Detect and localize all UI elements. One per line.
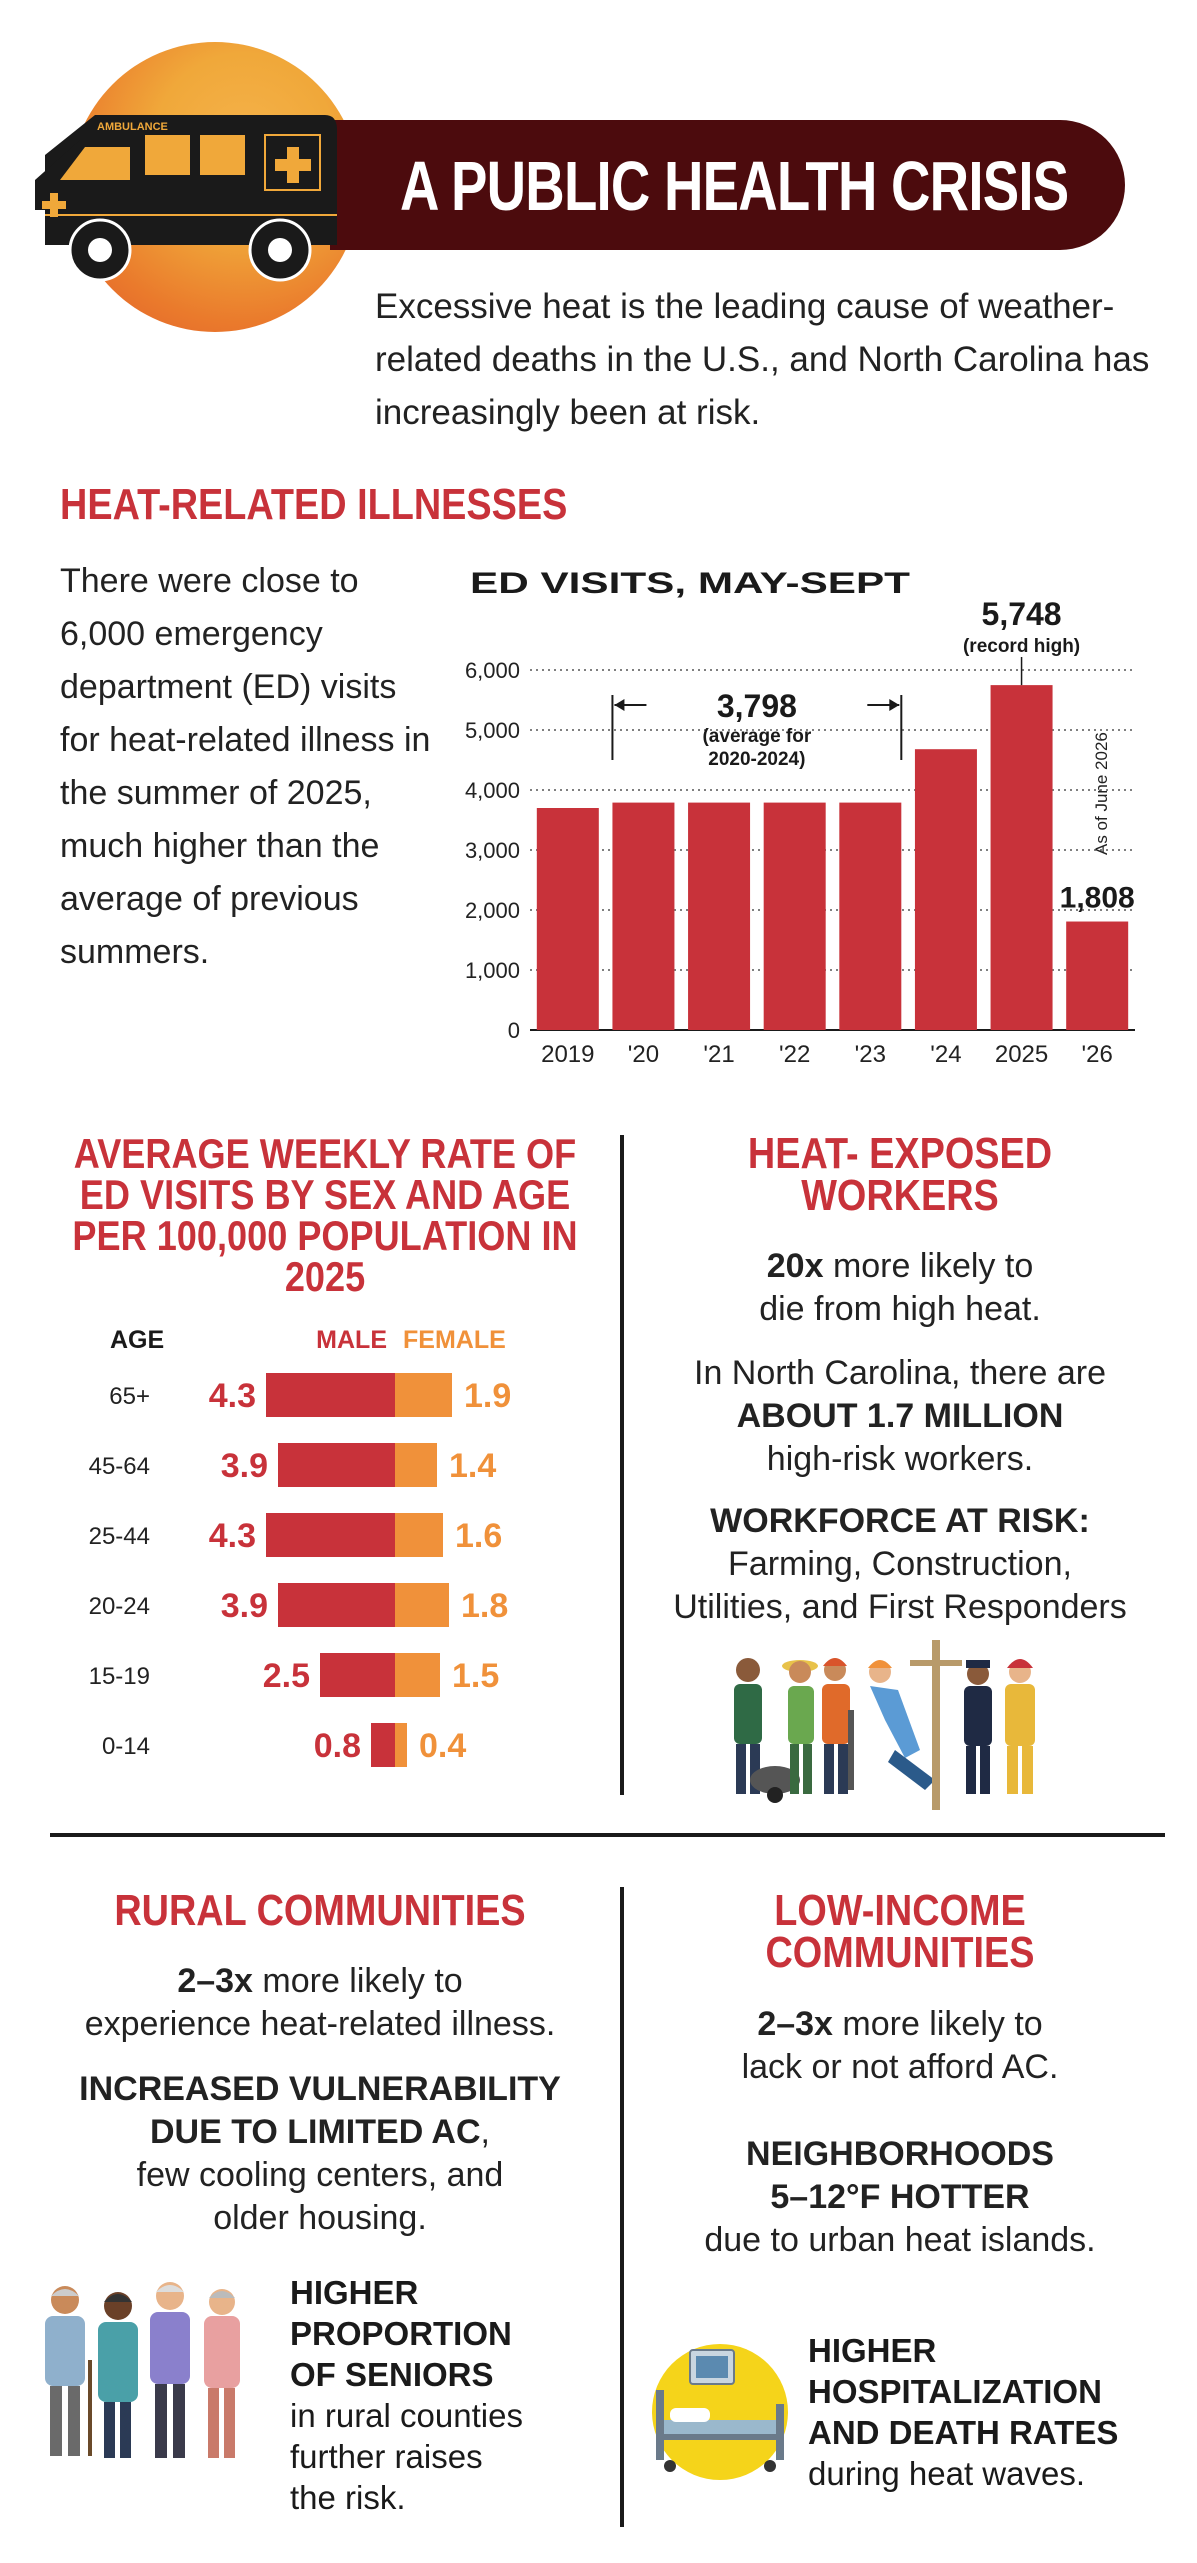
title-banner: A PUBLIC HEALTH CRISIS xyxy=(330,120,1125,250)
x-tick-label: '22 xyxy=(779,1041,810,1068)
y-tick-label: 5,000 xyxy=(465,718,520,743)
workers-illustration xyxy=(734,1640,1035,1810)
legend-female: FEMALE xyxy=(403,1326,506,1354)
age-label-25-44: 25-44 xyxy=(89,1523,150,1550)
male-value-20-24: 3.9 xyxy=(221,1587,268,1625)
record-caption: (record high) xyxy=(963,636,1080,657)
y-tick-label: 0 xyxy=(508,1018,520,1043)
ambulance-icon: AMBULANCE xyxy=(35,115,337,282)
y-tick-label: 4,000 xyxy=(465,778,520,803)
age-sex-chart-title: AVERAGE WEEKLY RATE OF ED VISITS BY SEX … xyxy=(72,1130,578,1300)
avg-arrowhead-left xyxy=(614,699,625,711)
male-bar-20-24 xyxy=(278,1583,395,1627)
female-value-25-44: 1.6 xyxy=(455,1517,502,1555)
low-income-heading: LOW-INCOME COMMUNITIES xyxy=(765,1886,1035,1977)
avg-caption-1: (average for xyxy=(702,726,811,747)
x-tick-label: 2019 xyxy=(541,1041,594,1068)
avg-value-label: 3,798 xyxy=(717,688,797,724)
x-tick-label: 2025 xyxy=(995,1041,1048,1068)
heat-illness-heading: HEAT-RELATED ILLNESSES xyxy=(60,480,568,529)
ed-chart-title: ED VISITS, MAY-SEPT xyxy=(470,567,910,600)
heat-illness-text: There were close to 6,000 emergency depa… xyxy=(60,562,431,971)
workers-stat: 20x more likely to die from high heat. xyxy=(759,1247,1041,1328)
female-value-0-14: 0.4 xyxy=(419,1727,466,1765)
male-value-15-19: 2.5 xyxy=(263,1657,310,1695)
female-bar-45-64 xyxy=(395,1443,437,1487)
ed-visits-chart: ED VISITS, MAY-SEPT 0 1,000 2,000 3,000 4,000… xyxy=(465,567,1135,1068)
male-value-0-14: 0.8 xyxy=(314,1727,361,1765)
age-sex-chart: AGE MALE FEMALE 65+ 4.3 1.9 45-64 3.9 1.4 25-44 4.… xyxy=(89,1326,511,1767)
age-axis-label: AGE xyxy=(110,1326,164,1354)
x-tick-label: '23 xyxy=(855,1041,886,1068)
x-tick-label: '26 xyxy=(1082,1041,1113,1068)
age-label-15-19: 15-19 xyxy=(89,1663,150,1690)
y-tick-label: 6,000 xyxy=(465,658,520,683)
vertical-divider-bottom xyxy=(620,1887,624,2527)
male-value-25-44: 4.3 xyxy=(209,1517,256,1555)
male-value-65+: 4.3 xyxy=(209,1377,256,1415)
x-tick-label: '20 xyxy=(628,1041,659,1068)
seniors-text: HIGHER PROPORTION OF SENIORS in rural co… xyxy=(290,2274,523,2516)
record-value-label: 5,748 xyxy=(982,596,1062,632)
bar-'20 xyxy=(612,802,675,1030)
male-bar-45-64 xyxy=(278,1443,395,1487)
male-bar-65+ xyxy=(266,1373,395,1417)
female-bar-0-14 xyxy=(395,1723,407,1767)
vertical-divider-top xyxy=(620,1135,624,1795)
rural-heading: RURAL COMMUNITIES xyxy=(114,1886,526,1935)
female-value-15-19: 1.5 xyxy=(452,1657,499,1695)
seniors-illustration xyxy=(45,2282,240,2458)
neighborhoods-hotter: NEIGHBORHOODS 5–12°F HOTTER due to urban… xyxy=(704,2135,1096,2259)
bar-'26 xyxy=(1066,921,1129,1030)
latest-note: As of June 2026 xyxy=(1092,732,1111,855)
y-tick-label: 2,000 xyxy=(465,898,520,923)
hospitalization-text: HIGHER HOSPITALIZATION AND DEATH RATES d… xyxy=(808,2332,1119,2492)
female-bar-65+ xyxy=(395,1373,452,1417)
bar-2025 xyxy=(990,685,1053,1030)
latest-value-label: 1,808 xyxy=(1060,882,1135,915)
x-tick-label: '24 xyxy=(930,1041,961,1068)
rural-stat: 2–3x more likely to experience heat-rela… xyxy=(84,1962,556,2043)
female-bar-20-24 xyxy=(395,1583,449,1627)
page-title: A PUBLIC HEALTH CRISIS xyxy=(400,147,1069,225)
female-bar-15-19 xyxy=(395,1653,440,1697)
hospital-bed-icon xyxy=(652,2344,788,2480)
workforce-at-risk: WORKFORCE AT RISK: Farming, Construction… xyxy=(673,1502,1127,1626)
bar-'23 xyxy=(839,802,902,1030)
intro-text: Excessive heat is the leading cause of w… xyxy=(375,287,1150,432)
low-income-stat: 2–3x more likely to lack or not afford A… xyxy=(741,2005,1059,2086)
male-bar-15-19 xyxy=(320,1653,395,1697)
female-value-45-64: 1.4 xyxy=(449,1447,496,1485)
male-bar-25-44 xyxy=(266,1513,395,1557)
bar-'22 xyxy=(763,802,826,1030)
legend-male: MALE xyxy=(316,1326,387,1354)
horizontal-divider xyxy=(50,1833,1165,1837)
age-label-65+: 65+ xyxy=(109,1383,150,1410)
ambulance-text: AMBULANCE xyxy=(97,121,168,133)
workers-heading: HEAT- EXPOSED WORKERS xyxy=(747,1129,1053,1220)
female-value-20-24: 1.8 xyxy=(461,1587,508,1625)
bar-2019 xyxy=(536,808,599,1030)
rural-vulnerability: INCREASED VULNERABILITY DUE TO LIMITED A… xyxy=(79,2070,561,2237)
avg-caption-2: 2020-2024) xyxy=(708,749,805,770)
female-bar-25-44 xyxy=(395,1513,443,1557)
bar-'24 xyxy=(914,749,977,1030)
male-value-45-64: 3.9 xyxy=(221,1447,268,1485)
x-tick-label: '21 xyxy=(703,1041,734,1068)
male-bar-0-14 xyxy=(371,1723,395,1767)
y-tick-label: 3,000 xyxy=(465,838,520,863)
avg-arrowhead-right xyxy=(889,699,900,711)
age-label-20-24: 20-24 xyxy=(89,1593,150,1620)
workers-nc: In North Carolina, there are ABOUT 1.7 M… xyxy=(694,1354,1106,1478)
bar-'21 xyxy=(688,802,751,1030)
age-label-45-64: 45-64 xyxy=(89,1453,150,1480)
y-tick-label: 1,000 xyxy=(465,958,520,983)
age-label-0-14: 0-14 xyxy=(102,1733,150,1760)
female-value-65+: 1.9 xyxy=(464,1377,511,1415)
